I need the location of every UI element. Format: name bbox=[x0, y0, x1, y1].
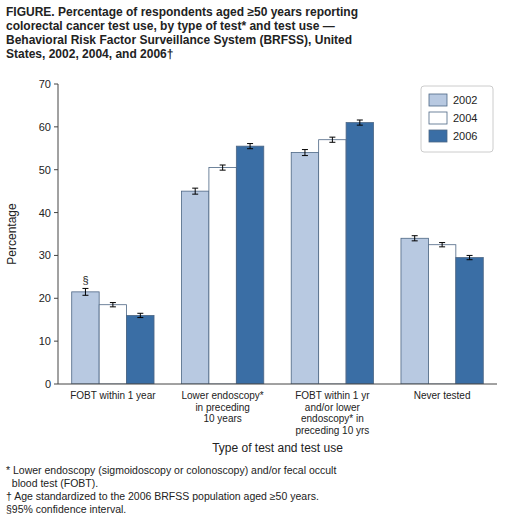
y-tick-label: 70 bbox=[39, 78, 51, 90]
y-tick-label: 60 bbox=[39, 121, 51, 133]
error-bar-line bbox=[332, 137, 333, 142]
error-bar-cap bbox=[110, 302, 116, 303]
y-axis bbox=[58, 84, 59, 384]
y-tick-label: 20 bbox=[39, 292, 51, 304]
error-bar-cap bbox=[329, 137, 335, 138]
error-bar-cap bbox=[357, 120, 363, 121]
error-bar-line bbox=[140, 313, 141, 317]
error-bar-line bbox=[359, 120, 360, 125]
error-bar-line bbox=[304, 150, 305, 156]
y-tick bbox=[54, 126, 58, 127]
y-tick-label: 40 bbox=[39, 207, 51, 219]
x-tick-label: Lower endoscopy*in preceding10 years bbox=[181, 390, 263, 424]
legend-swatch bbox=[429, 112, 447, 124]
annotation: § bbox=[82, 274, 88, 286]
error-bar bbox=[110, 303, 116, 307]
x-axis bbox=[58, 384, 497, 385]
error-bar bbox=[220, 165, 226, 170]
error-bar-cap bbox=[82, 295, 88, 296]
y-tick bbox=[54, 169, 58, 170]
y-tick bbox=[54, 255, 58, 256]
x-tick-label: FOBT within 1 year bbox=[70, 390, 156, 401]
error-bar-cap bbox=[192, 194, 198, 195]
error-bar-cap bbox=[247, 143, 253, 144]
error-bar bbox=[137, 313, 143, 317]
legend: 2002 2004 2006 bbox=[421, 86, 493, 152]
bar bbox=[401, 238, 428, 384]
legend-label: 2004 bbox=[453, 112, 477, 124]
bar bbox=[319, 140, 346, 384]
bar bbox=[291, 153, 318, 384]
error-bar-cap bbox=[302, 149, 308, 150]
error-bar-line bbox=[112, 303, 113, 307]
legend-label: 2006 bbox=[453, 130, 477, 142]
bar bbox=[99, 305, 126, 384]
x-tick-label: Never tested bbox=[414, 390, 471, 401]
bar bbox=[127, 315, 154, 384]
error-bar-line bbox=[442, 243, 443, 247]
x-tick-label: FOBT within 1 yrand/or lowerendoscopy* i… bbox=[295, 390, 370, 436]
bar bbox=[428, 245, 455, 384]
error-bar-line bbox=[222, 165, 223, 170]
error-bar-cap bbox=[247, 148, 253, 149]
error-bar bbox=[467, 255, 473, 259]
bar bbox=[209, 168, 236, 384]
chart: FIGURE. Percentage of respondents aged ≥… bbox=[0, 0, 507, 526]
y-tick-label: 10 bbox=[39, 335, 51, 347]
y-tick-label: 30 bbox=[39, 249, 51, 261]
error-bar-cap bbox=[439, 242, 445, 243]
error-bar bbox=[82, 288, 88, 295]
legend-label: 2002 bbox=[453, 94, 477, 106]
error-bar-cap bbox=[357, 125, 363, 126]
error-bar-cap bbox=[329, 142, 335, 143]
error-bar-cap bbox=[137, 317, 143, 318]
error-bar-line bbox=[85, 288, 86, 295]
y-tick bbox=[54, 384, 58, 385]
bar bbox=[456, 258, 483, 384]
y-tick-label: 50 bbox=[39, 164, 51, 176]
legend-swatch bbox=[429, 94, 447, 106]
legend-swatch bbox=[429, 130, 447, 142]
bar bbox=[346, 123, 373, 384]
error-bar-cap bbox=[467, 255, 473, 256]
y-tick bbox=[54, 84, 58, 85]
error-bar-cap bbox=[137, 313, 143, 314]
error-bar-cap bbox=[439, 246, 445, 247]
bar bbox=[236, 146, 263, 384]
error-bar-cap bbox=[110, 306, 116, 307]
error-bar bbox=[357, 120, 363, 125]
error-bar-cap bbox=[82, 288, 88, 289]
error-bar-cap bbox=[467, 259, 473, 260]
y-tick bbox=[54, 341, 58, 342]
plot-marks bbox=[72, 120, 484, 384]
error-bar-cap bbox=[220, 170, 226, 171]
error-bar-cap bbox=[220, 165, 226, 166]
bar bbox=[181, 191, 208, 384]
footnote: * Lower endoscopy (sigmoidoscopy or colo… bbox=[6, 464, 336, 515]
title: FIGURE. Percentage of respondents aged ≥… bbox=[6, 5, 358, 61]
error-bar-line bbox=[469, 255, 470, 259]
error-bar bbox=[247, 144, 253, 149]
error-bar-line bbox=[414, 236, 415, 241]
background bbox=[0, 0, 507, 526]
legend-frame bbox=[421, 86, 493, 152]
y-tick bbox=[54, 212, 58, 213]
y-tick-label: 0 bbox=[45, 378, 51, 390]
bar bbox=[72, 292, 99, 384]
error-bar-cap bbox=[412, 235, 418, 236]
error-bar-cap bbox=[192, 188, 198, 189]
error-bar bbox=[412, 236, 418, 241]
error-bar bbox=[439, 243, 445, 247]
y-tick bbox=[54, 298, 58, 299]
error-bar bbox=[329, 137, 335, 142]
error-bar bbox=[192, 188, 198, 194]
error-bar-cap bbox=[302, 155, 308, 156]
error-bar-cap bbox=[412, 240, 418, 241]
y-axis-label: Percentage bbox=[5, 203, 19, 265]
error-bar-line bbox=[195, 188, 196, 194]
error-bar-line bbox=[250, 144, 251, 149]
error-bar bbox=[302, 150, 308, 156]
x-axis-label: Type of test and test use bbox=[212, 441, 343, 455]
